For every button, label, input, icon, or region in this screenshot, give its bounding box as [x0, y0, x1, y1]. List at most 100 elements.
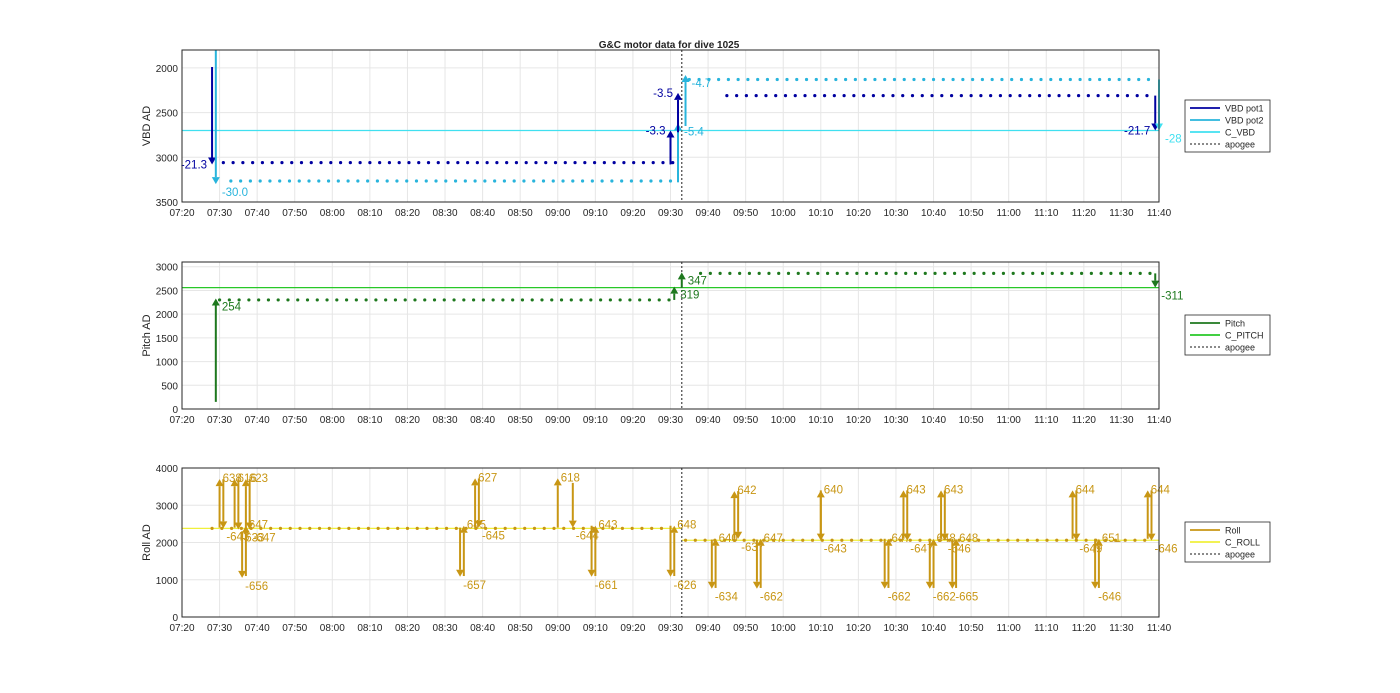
data-point: [495, 161, 499, 165]
data-point: [512, 179, 516, 183]
x-tick-label: 07:20: [169, 415, 194, 426]
data-point: [708, 271, 712, 275]
move-label: 618: [561, 472, 580, 484]
data-point: [583, 161, 587, 165]
data-point: [305, 298, 310, 302]
data-point: [1011, 271, 1015, 275]
data-point: [387, 161, 392, 165]
x-tick-label: 08:30: [433, 623, 458, 634]
data-point: [432, 298, 437, 302]
data-point: [1146, 77, 1151, 82]
data-point: [889, 538, 893, 542]
move-label: -4.7: [692, 78, 712, 90]
data-point: [1099, 271, 1103, 275]
move-label: -30.0: [222, 187, 248, 199]
data-point: [1035, 538, 1039, 542]
data-point: [573, 161, 577, 165]
data-point: [765, 77, 770, 82]
data-point: [840, 538, 844, 542]
data-point: [820, 538, 824, 542]
data-point: [610, 179, 614, 183]
data-point: [661, 161, 665, 165]
data-point: [571, 179, 575, 183]
move-label: 638: [223, 473, 242, 485]
data-point: [998, 94, 1003, 98]
data-point: [1133, 538, 1137, 542]
x-tick-label: 09:00: [545, 415, 570, 426]
move-arrow-head: [1072, 533, 1081, 541]
data-point: [891, 94, 895, 98]
data-point: [296, 298, 300, 302]
move-arrow-head: [952, 538, 961, 546]
y-tick-label: 1500: [156, 334, 179, 345]
data-point: [937, 538, 942, 542]
data-point: [251, 161, 255, 165]
x-tick-label: 09:10: [583, 208, 608, 219]
data-point: [923, 271, 927, 275]
move-label: -643: [824, 544, 847, 556]
data-point: [551, 179, 555, 183]
x-tick-label: 09:20: [620, 208, 645, 219]
data-point: [514, 161, 519, 165]
data-point: [756, 77, 760, 82]
data-point: [832, 94, 836, 98]
data-point: [671, 161, 675, 165]
y-tick-label: 4000: [156, 464, 179, 475]
data-point: [757, 271, 761, 275]
data-point: [738, 271, 742, 275]
data-point: [257, 298, 261, 302]
data-point: [879, 538, 883, 542]
x-tick-label: 08:50: [508, 623, 533, 634]
move-arrow-head: [880, 581, 889, 589]
data-point: [863, 77, 867, 82]
move-arrow-head: [241, 479, 250, 487]
data-point: [1079, 271, 1084, 275]
data-point: [239, 526, 243, 530]
data-point: [1123, 538, 1127, 542]
data-point: [1084, 538, 1088, 542]
move-arrow-head: [471, 478, 480, 486]
x-tick-label: 07:40: [245, 415, 270, 426]
y-axis-label: Pitch AD: [141, 314, 153, 356]
data-point: [793, 94, 797, 98]
data-point: [620, 526, 625, 530]
data-point: [364, 298, 368, 302]
data-point: [327, 526, 331, 530]
y-tick-label: 2500: [156, 286, 179, 297]
move-label: 254: [222, 302, 242, 314]
data-point: [348, 161, 352, 165]
data-point: [481, 298, 485, 302]
data-point: [579, 298, 583, 302]
x-tick-label: 11:10: [1034, 208, 1059, 219]
x-tick-label: 09:10: [583, 623, 608, 634]
move-label: -647: [253, 532, 276, 544]
move-arrow-head: [553, 478, 562, 486]
data-point: [901, 94, 905, 98]
legend-label: C_ROLL: [1225, 538, 1260, 548]
data-point: [791, 538, 795, 542]
move-arrow-head: [1091, 581, 1100, 589]
data-point: [959, 94, 963, 98]
data-point: [442, 298, 446, 302]
data-point: [326, 179, 331, 183]
move-arrow-head: [752, 581, 761, 589]
data-point: [376, 526, 380, 530]
x-tick-label: 09:20: [620, 623, 645, 634]
data-point: [608, 298, 612, 302]
data-point: [542, 526, 546, 530]
legend-label: apogee: [1225, 550, 1255, 560]
data-point: [463, 179, 467, 183]
x-tick-label: 10:40: [921, 623, 946, 634]
data-point: [540, 298, 544, 302]
move-label: -662: [933, 592, 956, 604]
data-point: [347, 526, 351, 530]
move-label: 623: [249, 473, 268, 485]
y-tick-label: 2500: [156, 109, 179, 120]
data-point: [785, 77, 789, 82]
data-point: [884, 271, 888, 275]
x-tick-label: 09:40: [696, 623, 721, 634]
legend-label: Pitch: [1225, 319, 1245, 329]
data-point: [703, 538, 707, 542]
y-axis-label: Roll AD: [141, 524, 153, 561]
move-label: -311: [1161, 291, 1183, 303]
